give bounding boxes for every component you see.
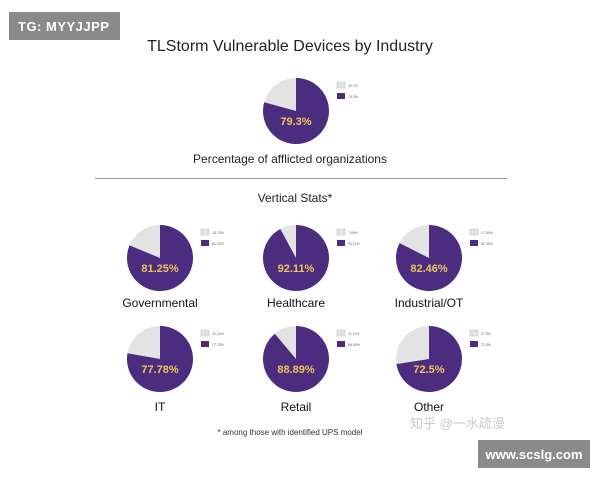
pie-governmental-legend-swatch-affected bbox=[201, 240, 209, 246]
pie-other-value-label: 72.5% bbox=[413, 364, 444, 376]
summary-pie-legend-label-unaffected: 20.7% bbox=[348, 84, 358, 88]
pie-other-slice-affected bbox=[396, 326, 462, 393]
pie-it-value-label: 77.78% bbox=[141, 364, 179, 376]
chart-title: TLStorm Vulnerable Devices by Industry bbox=[147, 38, 433, 55]
pie-it-legend-label-affected: 77.78% bbox=[212, 343, 224, 347]
pie-retail-legend-swatch-affected bbox=[337, 341, 345, 347]
pie-retail-slice-affected bbox=[262, 326, 329, 393]
pie-healthcare-legend-swatch-unaffected bbox=[336, 228, 346, 236]
section-divider bbox=[95, 178, 507, 179]
pie-other-legend-label-affected: 72.5% bbox=[481, 343, 491, 347]
pie-healthcare-category-name: Healthcare bbox=[267, 296, 325, 310]
watermark-text: 知乎 @一水疏漫 bbox=[410, 416, 505, 431]
pie-retail-legend-swatch-unaffected bbox=[336, 329, 346, 337]
pie-other-category-name: Other bbox=[414, 400, 444, 414]
summary-caption: Percentage of afflicted organizations bbox=[193, 152, 387, 166]
pie-healthcare-legend-label-unaffected: 7.89% bbox=[348, 231, 358, 235]
summary-pie-legend-swatch-unaffected bbox=[336, 81, 346, 89]
pie-retail-legend-label-affected: 88.89% bbox=[348, 343, 360, 347]
pie-governmental-category-name: Governmental bbox=[122, 296, 197, 310]
section-title: Vertical Stats* bbox=[257, 191, 333, 205]
pie-governmental-slice-affected bbox=[127, 225, 193, 292]
pie-industrial-ot-legend-swatch-affected bbox=[470, 240, 478, 246]
pie-industrial-ot-legend-label-affected: 82.46% bbox=[481, 242, 493, 246]
pie-retail-legend-label-unaffected: 11.11% bbox=[348, 332, 359, 336]
summary-pie-legend-label-affected: 79.3% bbox=[348, 95, 358, 99]
pie-governmental-value-label: 81.25% bbox=[141, 263, 179, 275]
pie-industrial-ot-slice-affected bbox=[396, 225, 463, 292]
pie-it-legend-label-unaffected: 22.22% bbox=[212, 332, 224, 336]
pie-governmental-legend-label-unaffected: 18.75% bbox=[212, 231, 224, 235]
pie-industrial-ot-legend-swatch-unaffected bbox=[469, 228, 479, 236]
pie-healthcare-legend-label-affected: 92.11% bbox=[348, 242, 360, 246]
pie-other-legend-swatch-affected bbox=[470, 341, 478, 347]
footnote: * among those with identified UPS model bbox=[217, 428, 363, 437]
pie-industrial-ot-legend-label-unaffected: 17.54% bbox=[481, 231, 493, 235]
summary-pie-legend-swatch-affected bbox=[337, 93, 345, 99]
summary-pie-value-label: 79.3% bbox=[280, 116, 311, 128]
summary-pie-slice-affected bbox=[263, 78, 329, 144]
pie-other-legend-swatch-unaffected bbox=[469, 329, 479, 337]
pie-governmental-legend-swatch-unaffected bbox=[200, 228, 210, 236]
pie-it-legend-swatch-unaffected bbox=[200, 329, 210, 337]
pie-retail-category-name: Retail bbox=[281, 400, 312, 414]
pie-it-legend-swatch-affected bbox=[201, 341, 209, 347]
pie-healthcare-slice-affected bbox=[263, 225, 330, 292]
pie-other-legend-label-unaffected: 27.5% bbox=[481, 332, 491, 336]
pie-industrial-ot-value-label: 82.46% bbox=[410, 263, 448, 275]
pie-healthcare-legend-swatch-affected bbox=[337, 240, 345, 246]
site-badge: www.scslg.com bbox=[478, 440, 590, 468]
pie-healthcare-value-label: 92.11% bbox=[278, 263, 315, 275]
pie-governmental-legend-label-affected: 81.25% bbox=[212, 242, 224, 246]
pie-industrial-ot-category-name: Industrial/OT bbox=[395, 296, 464, 310]
pie-it-slice-affected bbox=[127, 326, 194, 392]
pie-it-category-name: IT bbox=[155, 400, 166, 414]
pie-retail-value-label: 88.89% bbox=[277, 364, 315, 376]
tag-badge: TG: MYYJJPP bbox=[9, 12, 120, 40]
